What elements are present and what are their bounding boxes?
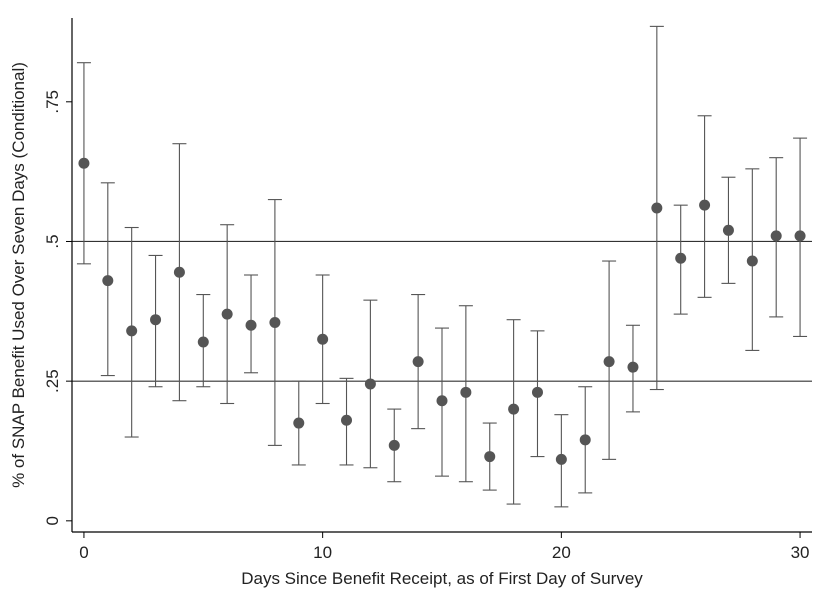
data-point bbox=[78, 157, 90, 169]
data-point bbox=[746, 255, 758, 267]
x-tick-label: 10 bbox=[313, 543, 332, 562]
data-point bbox=[675, 252, 687, 264]
y-tick-labels: 0 .25 .5 .75 bbox=[43, 90, 62, 526]
data-point bbox=[627, 361, 639, 373]
data-point bbox=[245, 319, 257, 331]
data-point bbox=[173, 266, 185, 278]
data-point bbox=[531, 386, 543, 398]
y-axis-label: % of SNAP Benefit Used Over Seven Days (… bbox=[9, 62, 28, 488]
y-tick-label: .25 bbox=[43, 369, 62, 393]
data-point bbox=[436, 395, 448, 407]
x-tick-label: 30 bbox=[791, 543, 810, 562]
data-point bbox=[508, 403, 520, 415]
axes bbox=[66, 18, 812, 538]
data-point bbox=[460, 386, 472, 398]
y-tick-label: .5 bbox=[43, 234, 62, 248]
data-point bbox=[770, 230, 782, 242]
data-points bbox=[78, 157, 806, 465]
data-point bbox=[341, 414, 353, 426]
data-point bbox=[221, 308, 233, 320]
data-point bbox=[364, 378, 376, 390]
data-point bbox=[102, 275, 114, 287]
data-point bbox=[484, 451, 496, 463]
error-bars bbox=[76, 25, 808, 508]
data-point bbox=[794, 230, 806, 242]
x-tick-label: 0 bbox=[79, 543, 88, 562]
data-point bbox=[722, 224, 734, 236]
data-point bbox=[126, 325, 138, 337]
data-point bbox=[579, 434, 591, 446]
data-point bbox=[317, 333, 329, 345]
x-tick-labels: 0 10 20 30 bbox=[79, 543, 809, 562]
data-point bbox=[603, 356, 615, 368]
data-point bbox=[555, 453, 567, 465]
data-point bbox=[197, 336, 209, 348]
data-point bbox=[388, 439, 400, 451]
x-tick-label: 20 bbox=[552, 543, 571, 562]
data-point bbox=[651, 202, 663, 214]
data-point bbox=[269, 316, 281, 328]
y-tick-label: 0 bbox=[43, 516, 62, 525]
data-point bbox=[293, 417, 305, 429]
x-axis-label: Days Since Benefit Receipt, as of First … bbox=[241, 569, 643, 588]
data-point bbox=[412, 356, 424, 368]
y-tick-label: .75 bbox=[43, 90, 62, 114]
data-point bbox=[150, 314, 162, 326]
data-point bbox=[699, 199, 711, 211]
